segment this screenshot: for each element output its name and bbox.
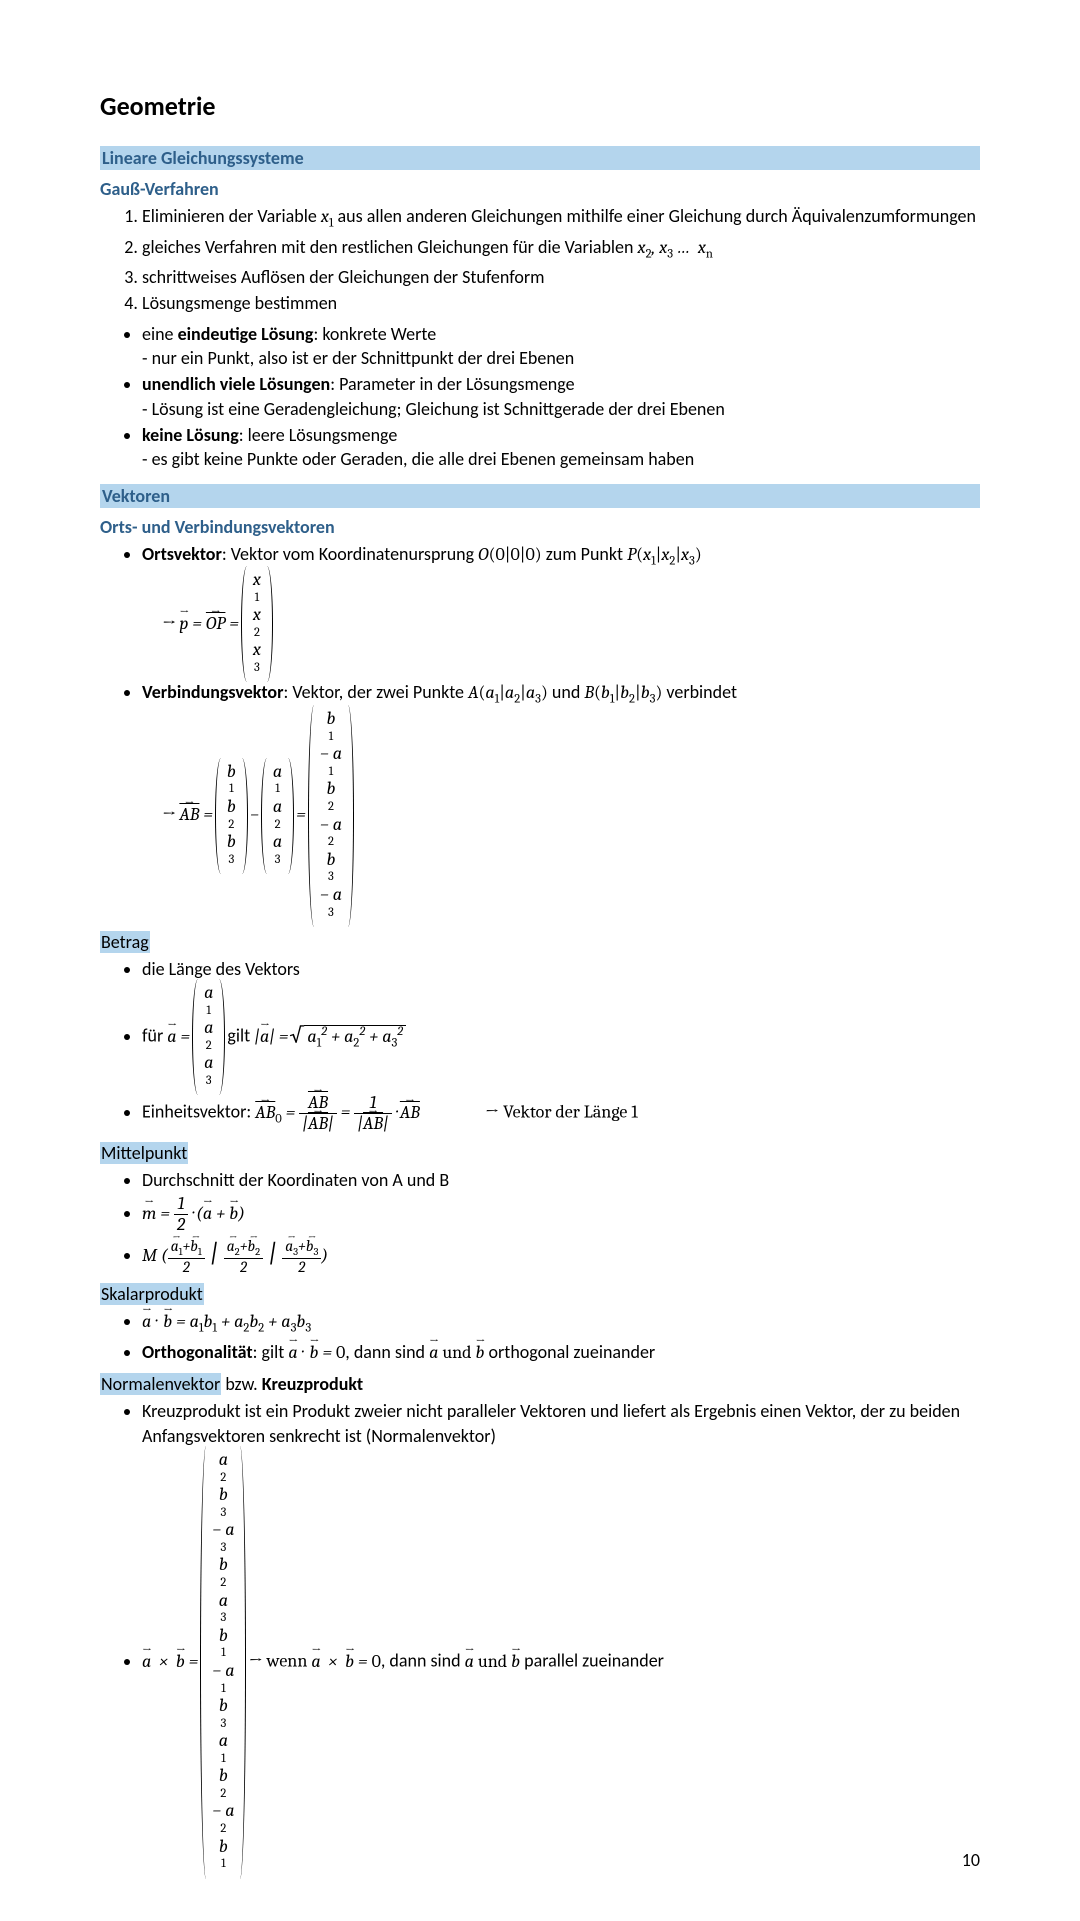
betrag-list: die Länge des Vektors für a = a1a2a3 gil… [100, 957, 980, 1134]
highlighted-label: Mittelpunkt [100, 1142, 188, 1164]
betrag-item-2: für a = a1a2a3 gilt |a| = a12 + a22 + a3… [142, 983, 980, 1091]
text: , dann sind [381, 1650, 465, 1672]
betrag-item-3: Einheitsvektor: AB0 = AB|AB| = 1|AB| · A… [142, 1093, 980, 1134]
text: orthogonal zueinander [484, 1341, 655, 1363]
math-var: x2, x3 … xn [638, 237, 713, 258]
text: parallel zueinander [520, 1650, 664, 1672]
subsection-ortsverb: Orts- und Verbindungsvektoren [100, 516, 980, 538]
ortsvektor-item: Ortsvektor: Vektor vom Koordinatenurspru… [142, 542, 980, 679]
text: gleiches Verfahren mit den restlichen Gl… [142, 236, 638, 258]
math-point: O(0|0|0) [478, 544, 542, 565]
text: Eliminieren der Variable [142, 205, 321, 227]
text: → Vektor der Länge 1 [485, 1102, 638, 1123]
case-none: keine Lösung: leere Lösungsmenge - es gi… [142, 423, 980, 472]
bold-text: keine Lösung [142, 424, 239, 446]
text: aus allen anderen Gleichungen mithilfe e… [333, 205, 976, 227]
gauss-step-4: Lösungsmenge bestimmen [142, 291, 980, 315]
highlighted-label: Normalenvektor [100, 1373, 221, 1395]
page-title: Geometrie [100, 90, 980, 122]
gauss-step-3: schrittweises Auflösen der Gleichungen d… [142, 265, 980, 289]
text: : gilt [253, 1341, 289, 1363]
bold-text: eindeutige Lösung [178, 323, 314, 345]
text: : Vektor, der zwei Punkte [283, 681, 468, 703]
section-header-lgs: Lineare Gleichungssysteme [100, 146, 980, 170]
gauss-cases-list: eine eindeutige Lösung: konkrete Werte -… [100, 322, 980, 472]
text: gilt [227, 1025, 254, 1047]
section-header-vektoren: Vektoren [100, 484, 980, 508]
bold-text: Ortsvektor [142, 543, 222, 565]
text: Einheitsvektor: [142, 1101, 255, 1123]
gauss-step-2: gleiches Verfahren mit den restlichen Gl… [142, 235, 980, 264]
normal-item-2: a × b = a2b3 − a3b2a3b1 − a1b3a1b2 − a2b… [142, 1450, 980, 1875]
text: zum Punkt [542, 543, 627, 565]
skalar-list: a · b = a1b1 + a2b2 + a3b3 Orthogonalitä… [100, 1309, 980, 1365]
mittelpunkt-list: Durchschnitt der Koordinaten von A und B… [100, 1168, 980, 1275]
sub-text: - Lösung ist eine Geradengleichung; Glei… [142, 397, 980, 421]
text: → wenn [249, 1651, 312, 1672]
subsection-skalar: Skalarprodukt [100, 1283, 980, 1305]
bold-text: Verbindungsvektor [142, 681, 283, 703]
text: : Vektor vom Koordinatenursprung [222, 543, 478, 565]
bold-text: Kreuzprodukt [262, 1373, 363, 1395]
text: eine [142, 323, 178, 345]
page-container: Geometrie Lineare Gleichungssysteme Gauß… [0, 0, 1080, 1921]
formula-verbindungsvektor: → AB = b1b2b3 − a1a2a3 = b1 − a1b2 − a2b… [142, 709, 980, 923]
mittel-item-3: M (a1+b12 | a2+b22 | a3+b32) [142, 1237, 980, 1276]
bold-text: Orthogonalität [142, 1341, 253, 1363]
verbindungsvektor-item: Verbindungsvektor: Vektor, der zwei Punk… [142, 680, 980, 922]
highlighted-label: Skalarprodukt [100, 1283, 204, 1305]
text: verbindet [662, 681, 737, 703]
case-unique: eine eindeutige Lösung: konkrete Werte -… [142, 322, 980, 371]
math-point: A(a1|a2|a3) [468, 682, 548, 703]
gauss-steps-list: Eliminieren der Variable x1 aus allen an… [100, 204, 980, 316]
skalar-item-2: Orthogonalität: gilt a · b = 0, dann sin… [142, 1340, 980, 1365]
ortsverb-list: Ortsvektor: Vektor vom Koordinatenurspru… [100, 542, 980, 923]
text: : leere Lösungsmenge [239, 424, 398, 446]
text: : konkrete Werte [313, 323, 436, 345]
case-infinite: unendlich viele Lösungen: Parameter in d… [142, 372, 980, 421]
highlighted-label: Betrag [100, 931, 150, 953]
text: bzw. [221, 1373, 262, 1395]
text: : Parameter in der Lösungsmenge [330, 373, 574, 395]
text: , dann sind [345, 1341, 429, 1363]
sub-text: - es gibt keine Punkte oder Geraden, die… [142, 447, 980, 471]
formula-ortsvektor: → p = OP = x1x2x3 [142, 570, 980, 678]
math-point: P(x1|x2|x3) [627, 544, 702, 565]
subsection-gauss: Gauß-Verfahren [100, 178, 980, 200]
subsection-betrag: Betrag [100, 931, 980, 953]
subsection-mittelpunkt: Mittelpunkt [100, 1142, 980, 1164]
normal-list: Kreuzprodukt ist ein Produkt zweier nich… [100, 1399, 980, 1874]
text: und [548, 681, 585, 703]
bold-text: unendlich viele Lösungen [142, 373, 330, 395]
page-number: 10 [962, 1849, 980, 1871]
math-var: x1 [321, 206, 334, 227]
column-vector: x1x2x3 [243, 570, 271, 678]
subsection-normal: Normalenvektor bzw. Kreuzprodukt [100, 1373, 980, 1395]
normal-item-1: Kreuzprodukt ist ein Produkt zweier nich… [142, 1399, 980, 1448]
mittel-item-1: Durchschnitt der Koordinaten von A und B [142, 1168, 980, 1192]
mittel-item-2: m = 12 · (a + b) [142, 1194, 980, 1235]
skalar-item-1: a · b = a1b1 + a2b2 + a3b3 [142, 1309, 980, 1338]
gauss-step-1: Eliminieren der Variable x1 aus allen an… [142, 204, 980, 233]
math-point: B(b1|b2|b3) [584, 682, 662, 703]
betrag-item-1: die Länge des Vektors [142, 957, 980, 981]
text: für [142, 1025, 167, 1047]
sub-text: - nur ein Punkt, also ist er der Schnitt… [142, 346, 980, 370]
